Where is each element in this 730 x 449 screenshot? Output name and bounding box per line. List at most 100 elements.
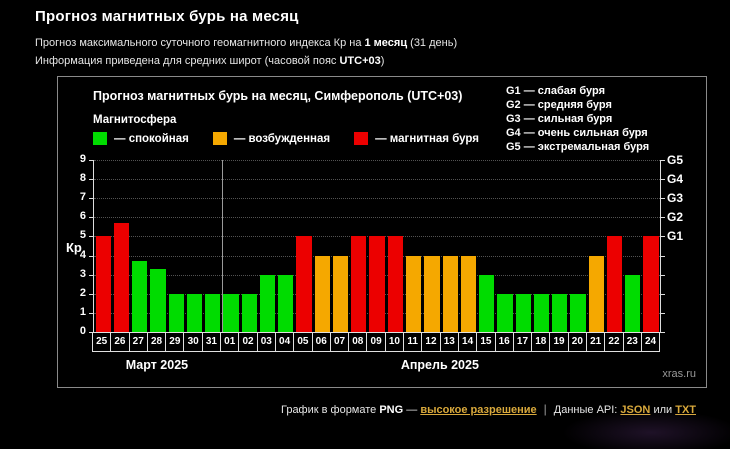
bar-slot xyxy=(532,160,550,332)
kp-bar xyxy=(424,255,440,332)
bar-slot xyxy=(405,160,423,332)
y-tick-label: 2 xyxy=(79,286,86,299)
y-tick xyxy=(661,217,665,219)
json-link[interactable]: JSON xyxy=(620,404,650,416)
bar-slot xyxy=(642,160,660,332)
g-tick-label: G1 xyxy=(667,229,684,244)
kp-bar xyxy=(533,293,550,332)
gridline xyxy=(94,179,660,181)
kp-bar xyxy=(332,255,349,332)
day-label: 17 xyxy=(512,332,533,352)
bar-slot xyxy=(496,160,514,332)
page-info-line: Информация приведена для средних широт (… xyxy=(35,55,384,67)
day-label: 22 xyxy=(604,332,624,352)
bar-slot xyxy=(423,160,441,332)
bar-slot xyxy=(167,160,185,332)
quiet-color-swatch xyxy=(93,132,107,145)
kp-bar xyxy=(314,255,330,332)
g1-description: G1 — слабая буря xyxy=(506,85,606,97)
hires-link[interactable]: высокое разрешение xyxy=(420,404,537,416)
kp-bar xyxy=(442,255,458,332)
day-label: 03 xyxy=(256,332,276,352)
bar-slot xyxy=(112,160,130,332)
chart-legend: — спокойная — возбужденная — магнитная б… xyxy=(93,132,479,145)
bar-slot xyxy=(605,160,623,332)
month-label-march: Март 2025 xyxy=(125,358,189,372)
kp-bar xyxy=(168,293,184,332)
day-label: 01 xyxy=(220,332,240,352)
day-label: 05 xyxy=(293,332,313,352)
gridline xyxy=(94,217,660,219)
bar-slot xyxy=(94,160,112,332)
day-label: 02 xyxy=(238,332,258,352)
y-tick xyxy=(89,255,93,257)
info-suffix: ) xyxy=(380,55,385,67)
bar-slot xyxy=(277,160,295,332)
kp-bar xyxy=(588,255,604,332)
bar-slot xyxy=(624,160,642,332)
g-tick-label: G5 xyxy=(667,153,684,167)
kp-bar xyxy=(150,268,166,332)
legend-label-storm: — магнитная буря xyxy=(375,132,479,145)
bar-slot xyxy=(185,160,203,332)
day-label: 15 xyxy=(476,332,496,352)
y-tick xyxy=(661,198,665,200)
day-label: 20 xyxy=(567,332,588,352)
kp-bar xyxy=(259,274,276,332)
y-axis-title: Кр xyxy=(66,240,82,255)
active-color-swatch xyxy=(212,132,227,145)
y-tick xyxy=(661,236,665,238)
y-tick xyxy=(89,332,93,333)
day-label: 06 xyxy=(311,332,331,352)
bar-slot xyxy=(295,160,313,332)
footer-separator: | xyxy=(543,402,547,416)
kp-bar xyxy=(296,236,312,332)
day-label: 04 xyxy=(274,332,295,352)
g2-description: G2 — средняя буря xyxy=(506,99,612,111)
day-label: 09 xyxy=(366,332,386,352)
bar-slot xyxy=(441,160,459,332)
bar-slot xyxy=(331,160,349,332)
y-tick xyxy=(661,179,665,181)
bar-slot xyxy=(459,160,477,332)
kp-bar xyxy=(113,223,130,332)
kp-bar xyxy=(241,293,257,332)
y-tick-label: 9 xyxy=(79,153,86,165)
kp-bar xyxy=(552,293,568,332)
kp-bar xyxy=(223,293,239,332)
y-tick-label: 3 xyxy=(79,267,86,280)
y-tick xyxy=(661,274,665,276)
bars-container xyxy=(94,160,660,332)
day-label: 12 xyxy=(421,332,441,352)
x-axis-day-labels: 25 26 27 28 29 30 31 01 02 03 04 05 06 07 08 09 10 11 12 13… xyxy=(92,332,661,352)
g-scale-legend: G1 — слабая буря G2 — средняя буря G3 — … xyxy=(506,84,649,154)
g3-description: G3 — сильная буря xyxy=(506,113,613,125)
bar-slot xyxy=(313,160,331,332)
y-tick xyxy=(89,179,93,181)
bar-slot xyxy=(258,160,276,332)
bar-slot xyxy=(204,160,222,332)
day-label: 10 xyxy=(384,332,405,352)
storm-color-swatch xyxy=(354,132,369,145)
footer-png-label: PNG xyxy=(379,404,404,416)
y-tick xyxy=(661,255,665,257)
txt-link[interactable]: TXT xyxy=(675,404,696,416)
y-tick xyxy=(661,332,665,333)
kp-bar xyxy=(205,293,221,332)
y-tick-label: 0 xyxy=(79,325,86,337)
kp-bar xyxy=(479,274,495,332)
background-artifact xyxy=(555,408,730,449)
y-tick-label: 1 xyxy=(79,305,86,318)
day-label: 26 xyxy=(110,332,130,352)
month-label-april: Апрель 2025 xyxy=(400,358,479,372)
kp-bar xyxy=(387,236,404,332)
footer-text-or: или xyxy=(650,404,675,416)
legend-item-storm: — магнитная буря xyxy=(354,132,479,145)
bar-slot xyxy=(222,160,240,332)
day-label: 25 xyxy=(92,332,112,352)
watermark: xras.ru xyxy=(662,368,696,380)
month-labels: Март 2025 Апрель 2025 xyxy=(93,358,659,372)
bar-slot xyxy=(368,160,386,332)
day-label: 21 xyxy=(586,332,606,352)
kp-bar xyxy=(460,255,477,332)
